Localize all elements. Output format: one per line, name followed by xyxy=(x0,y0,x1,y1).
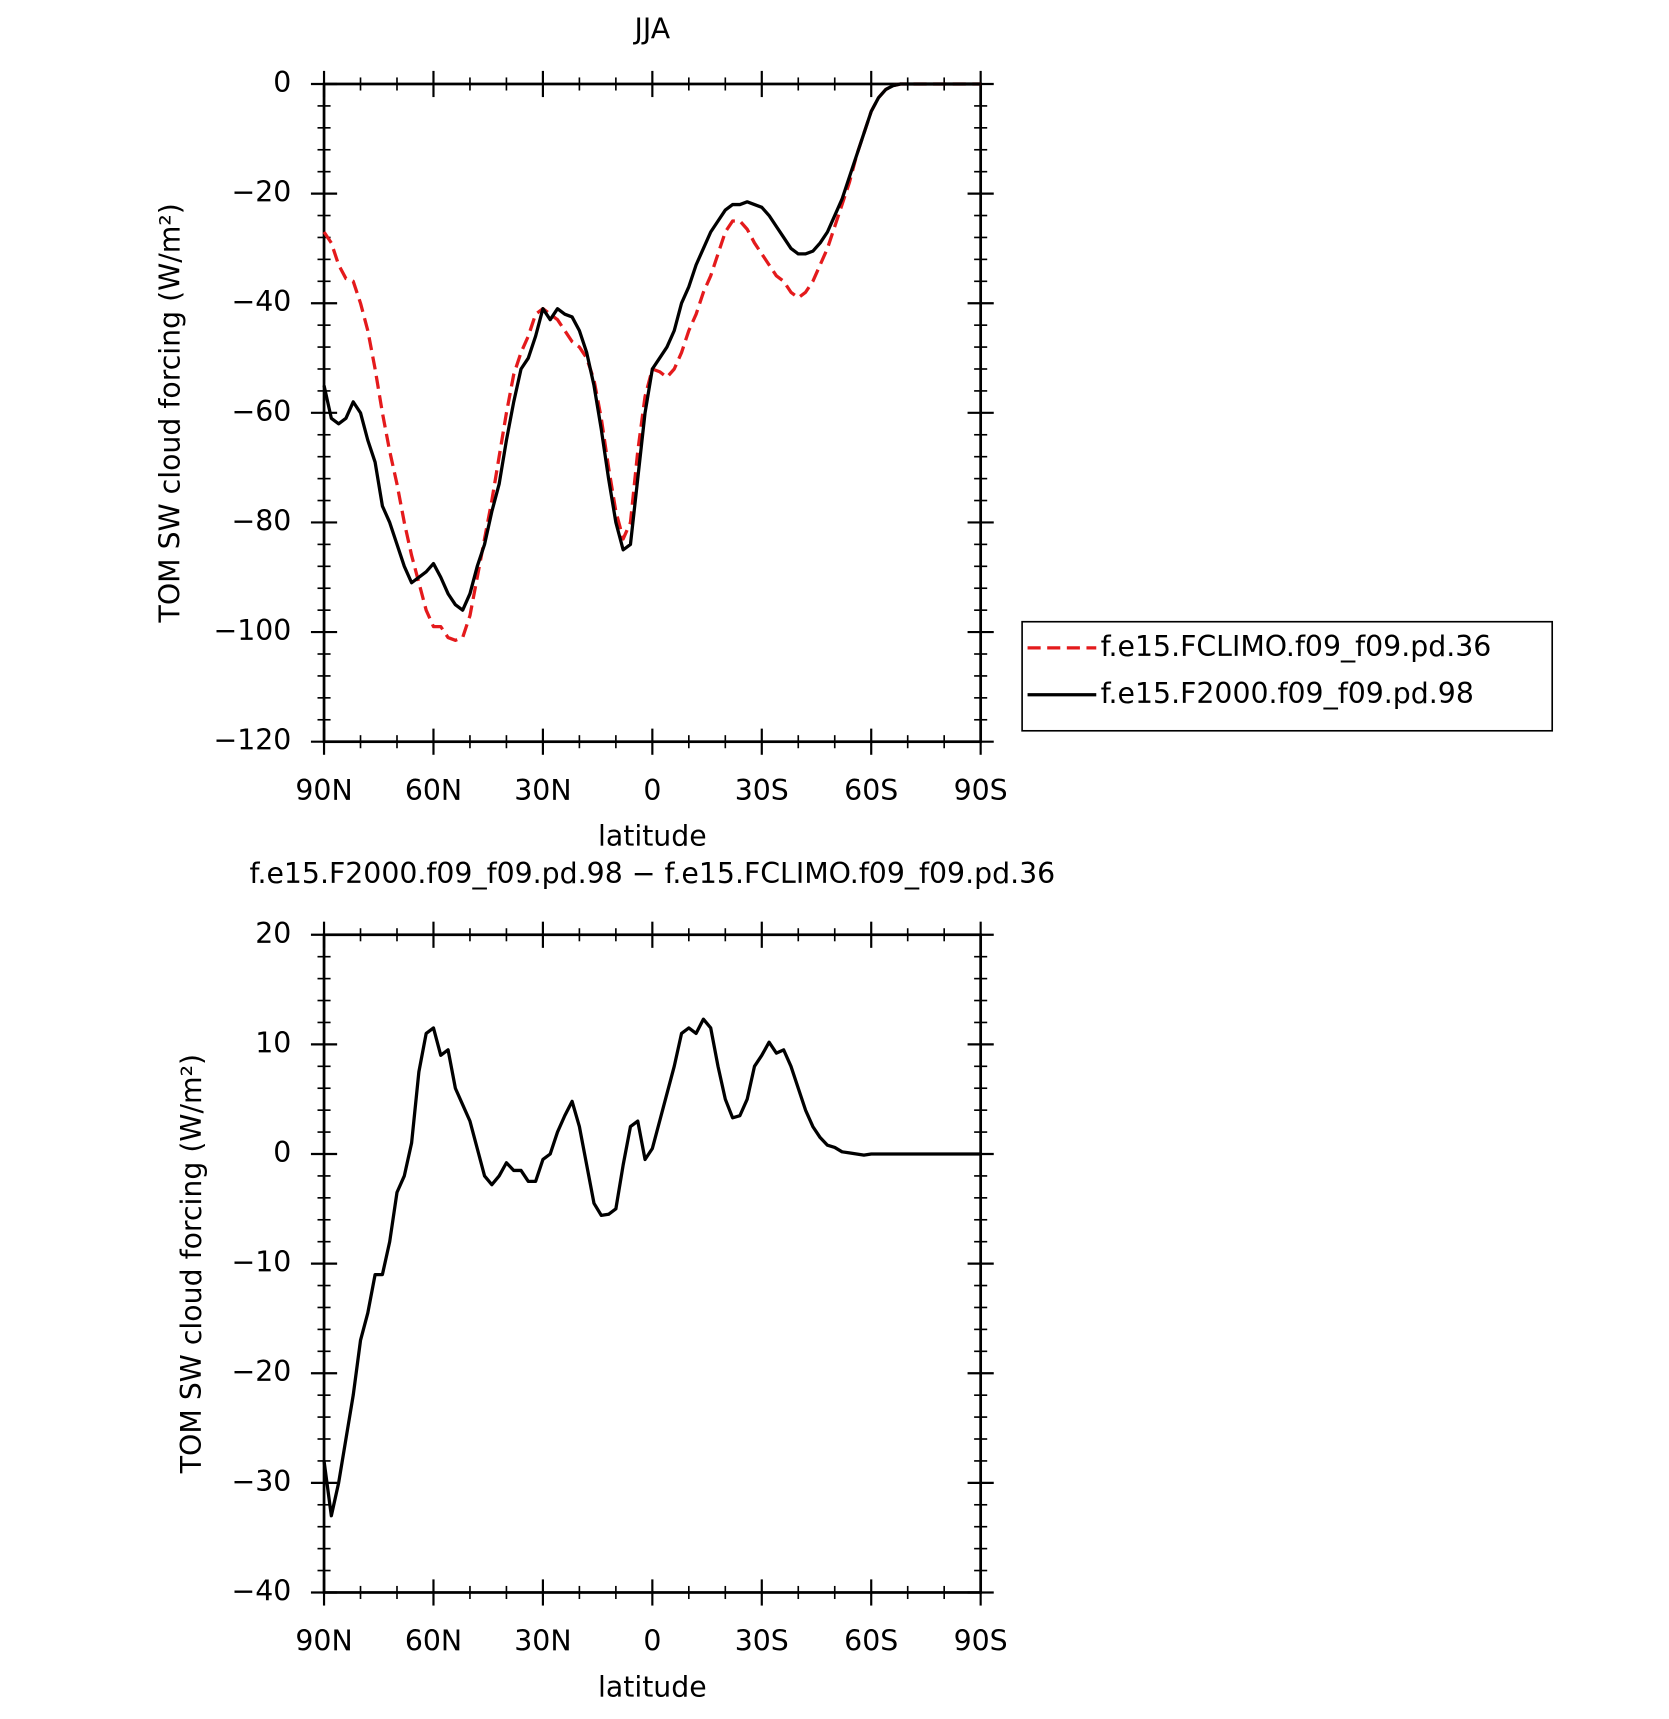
x-tick-label: 60S xyxy=(844,774,898,807)
x-tick-label: 90N xyxy=(295,1625,352,1658)
x-axis-label: latitude xyxy=(598,820,707,853)
x-tick-label: 60N xyxy=(405,1625,462,1658)
chart-title: f.e15.F2000.f09_f09.pd.98 − f.e15.FCLIMO… xyxy=(250,857,1056,890)
y-tick-label: −30 xyxy=(231,1465,291,1498)
x-tick-label: 90S xyxy=(954,774,1008,807)
y-tick-label: 0 xyxy=(273,1136,291,1169)
x-tick-label: 90N xyxy=(295,774,352,807)
y-tick-label: −40 xyxy=(231,285,291,318)
y-tick-label: 0 xyxy=(273,66,291,99)
x-tick-label: 60S xyxy=(844,1625,898,1658)
y-tick-label: −10 xyxy=(231,1246,291,1279)
y-tick-label: −20 xyxy=(231,1355,291,1388)
x-tick-label: 0 xyxy=(643,1625,661,1658)
y-tick-label: −60 xyxy=(231,395,291,428)
x-axis-label: latitude xyxy=(598,1670,707,1703)
y-tick-label: 10 xyxy=(255,1026,291,1059)
plot-frame xyxy=(322,933,983,1594)
data-line xyxy=(322,82,981,642)
y-tick-label: −120 xyxy=(213,724,291,757)
x-tick-label: 60N xyxy=(405,774,462,807)
y-axis-label: TOM SW cloud forcing (W/m²) xyxy=(153,203,186,623)
chart-title: JJA xyxy=(633,13,671,46)
legend-label: f.e15.FCLIMO.f09_f09.pd.36 xyxy=(1101,630,1492,663)
data-line xyxy=(322,1017,981,1518)
x-tick-label: 30S xyxy=(735,774,789,807)
legend-box xyxy=(1021,620,1554,732)
x-tick-label: 90S xyxy=(954,1625,1008,1658)
y-tick-label: −40 xyxy=(231,1574,291,1607)
y-tick-label: 20 xyxy=(255,917,291,950)
x-tick-label: 30N xyxy=(514,774,571,807)
y-tick-label: −80 xyxy=(231,504,291,537)
y-tick-label: −20 xyxy=(231,176,291,209)
x-tick-label: 30N xyxy=(514,1625,571,1658)
legend-label: f.e15.F2000.f09_f09.pd.98 xyxy=(1101,677,1474,710)
x-tick-label: 30S xyxy=(735,1625,789,1658)
data-line xyxy=(322,82,981,612)
y-tick-label: −100 xyxy=(213,614,291,647)
x-tick-label: 0 xyxy=(643,774,661,807)
y-axis-label: TOM SW cloud forcing (W/m²) xyxy=(175,1054,208,1474)
plot-frame xyxy=(322,82,983,744)
